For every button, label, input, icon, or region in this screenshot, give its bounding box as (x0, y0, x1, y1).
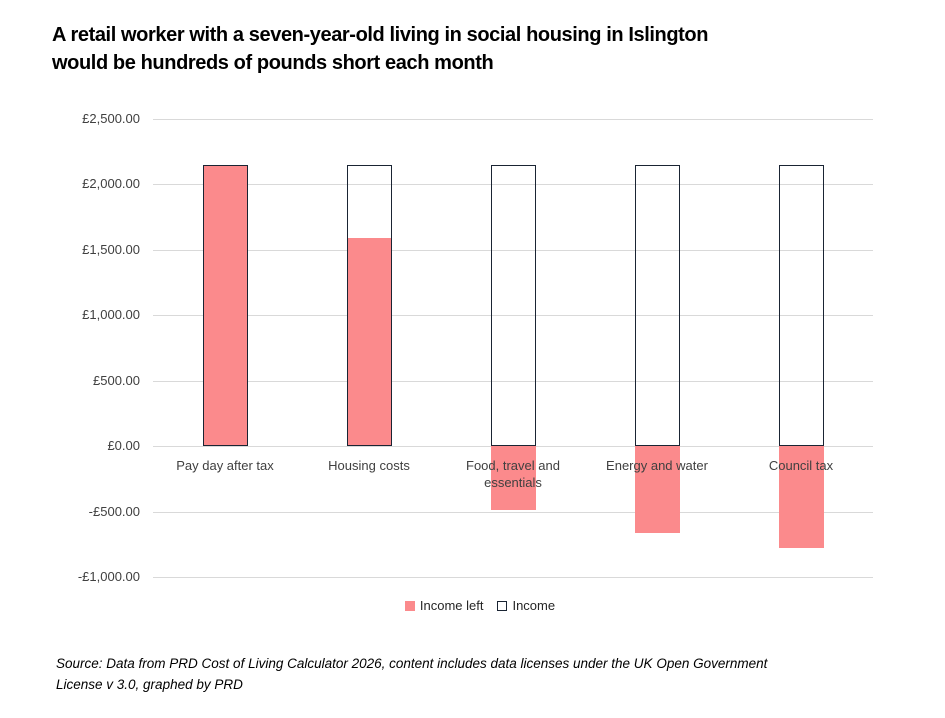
source-note: Source: Data from PRD Cost of Living Cal… (56, 653, 916, 695)
gridline (153, 184, 873, 186)
legend-label-income-left: Income left (419, 598, 484, 613)
gridline (153, 577, 873, 579)
chart-title: A retail worker with a seven-year-old li… (52, 21, 902, 77)
source-note-line-2: License v 3.0, graphed by PRD (56, 677, 243, 692)
bar-income-left (202, 164, 248, 447)
bar-income-outline (634, 164, 680, 447)
chart-title-line-2: would be hundreds of pounds short each m… (52, 52, 494, 74)
gridline (153, 249, 873, 251)
income-left-swatch-icon (404, 600, 415, 611)
bar-income-left (634, 446, 680, 533)
y-axis-tick-label: -£500.00 (88, 503, 140, 519)
income-swatch-icon (497, 600, 508, 611)
source-note-line-1: Source: Data from PRD Cost of Living Cal… (56, 656, 768, 671)
y-axis-tick-label: £1,500.00 (82, 241, 140, 257)
bar-income-left (490, 446, 536, 511)
gridline (153, 380, 873, 382)
legend-item-income-left: Income left (404, 598, 484, 613)
legend-label-income: Income (512, 598, 556, 613)
bar-income-outline (778, 164, 824, 447)
x-axis-category-label: Council tax (768, 458, 834, 473)
y-axis-tick-label: £1,000.00 (82, 307, 140, 323)
legend-item-income: Income (497, 598, 555, 613)
bar-income-left (778, 446, 824, 549)
x-axis-category-label: Pay day after tax (176, 458, 274, 473)
gridline (153, 119, 873, 120)
chart-legend: Income left Income (55, 598, 905, 613)
bar-income-outline (346, 164, 392, 447)
y-axis-tick-label: £0.00 (107, 438, 140, 454)
bar-income-left (346, 238, 392, 447)
y-axis-tick-label: £2,500.00 (82, 111, 140, 126)
bar-income-outline (490, 164, 536, 447)
x-axis-category-label: Energy and water (606, 458, 708, 473)
y-axis-tick-label: £500.00 (93, 372, 140, 388)
x-axis-category-label: Housing costs (328, 458, 410, 473)
chart-title-line-1: A retail worker with a seven-year-old li… (52, 24, 709, 46)
gridline (153, 511, 873, 513)
gridline (153, 315, 873, 317)
y-axis-tick-label: -£1,000.00 (77, 569, 140, 585)
bar-income-outline (202, 164, 248, 447)
y-axis-tick-label: £2,000.00 (82, 176, 140, 192)
x-axis-category-label: Food, travel and essentials (466, 458, 560, 490)
